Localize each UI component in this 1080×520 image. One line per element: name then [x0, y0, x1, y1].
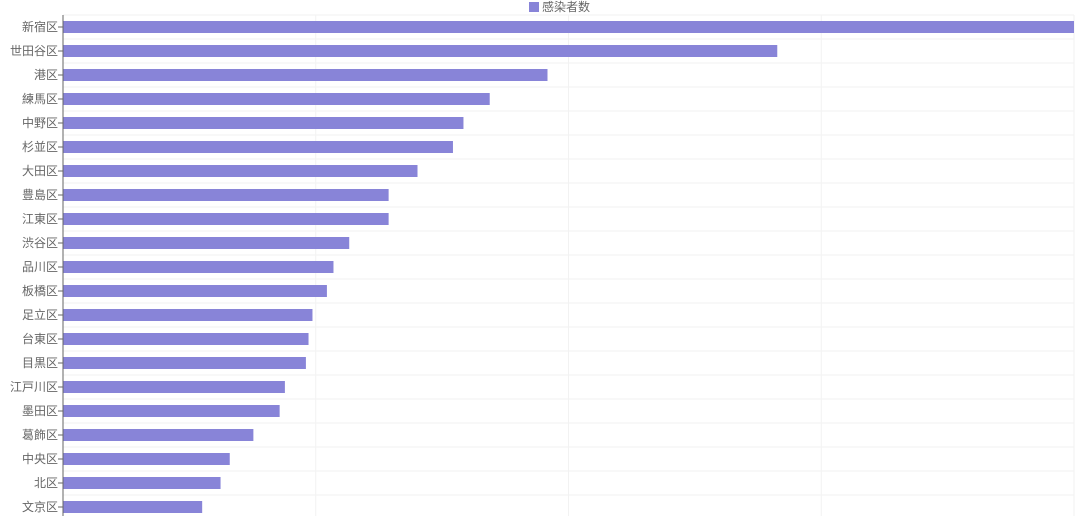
y-tick-label: 渋谷区 [22, 236, 58, 250]
y-tick-label: 葛飾区 [22, 428, 58, 442]
bar-10[interactable] [63, 261, 334, 273]
bar-4[interactable] [63, 117, 464, 129]
bar-0[interactable] [63, 21, 1074, 33]
bar-14[interactable] [63, 357, 306, 369]
bar-9[interactable] [63, 237, 350, 249]
bar-11[interactable] [63, 285, 327, 297]
bar-8[interactable] [63, 213, 389, 225]
bar-5[interactable] [63, 141, 453, 153]
y-tick-label: 練馬区 [22, 92, 58, 106]
y-tick-label: 江戸川区 [10, 380, 58, 394]
y-tick-label: 世田谷区 [10, 44, 58, 58]
y-tick-label: 北区 [34, 476, 58, 490]
y-tick-label: 大田区 [22, 164, 58, 178]
bars [63, 21, 1074, 513]
bar-12[interactable] [63, 309, 313, 321]
legend[interactable]: 感染者数 [529, 0, 590, 14]
legend-swatch [529, 2, 539, 12]
bar-6[interactable] [63, 165, 418, 177]
bar-18[interactable] [63, 453, 230, 465]
y-tick-label: 新宿区 [22, 19, 58, 34]
y-tick-label: 足立区 [22, 307, 58, 322]
bar-19[interactable] [63, 477, 221, 489]
y-tick-label: 杉並区 [22, 140, 58, 154]
y-tick-label: 文京区 [22, 499, 58, 514]
y-tick-label: 目黒区 [22, 356, 58, 370]
bar-1[interactable] [63, 45, 778, 57]
y-tick-label: 江東区 [22, 212, 58, 226]
y-tick-label: 板橋区 [22, 284, 58, 298]
y-tick-label: 中野区 [22, 115, 58, 130]
y-tick-label: 墨田区 [22, 404, 58, 418]
y-tick-label: 中央区 [22, 451, 58, 466]
y-axis: 新宿区世田谷区港区練馬区中野区杉並区大田区豊島区江東区渋谷区品川区板橋区足立区台… [10, 15, 64, 520]
y-tick-label: 豊島区 [22, 187, 58, 202]
bar-17[interactable] [63, 429, 254, 441]
bar-7[interactable] [63, 189, 389, 201]
bar-20[interactable] [63, 501, 203, 513]
legend-label-infections: 感染者数 [542, 0, 590, 14]
y-tick-label: 港区 [34, 68, 58, 82]
bar-13[interactable] [63, 333, 309, 345]
bar-2[interactable] [63, 69, 548, 81]
y-tick-label: 品川区 [22, 260, 58, 274]
bar-15[interactable] [63, 381, 285, 393]
y-tick-label: 台東区 [22, 331, 58, 346]
bar-3[interactable] [63, 93, 490, 105]
bar-16[interactable] [63, 405, 280, 417]
